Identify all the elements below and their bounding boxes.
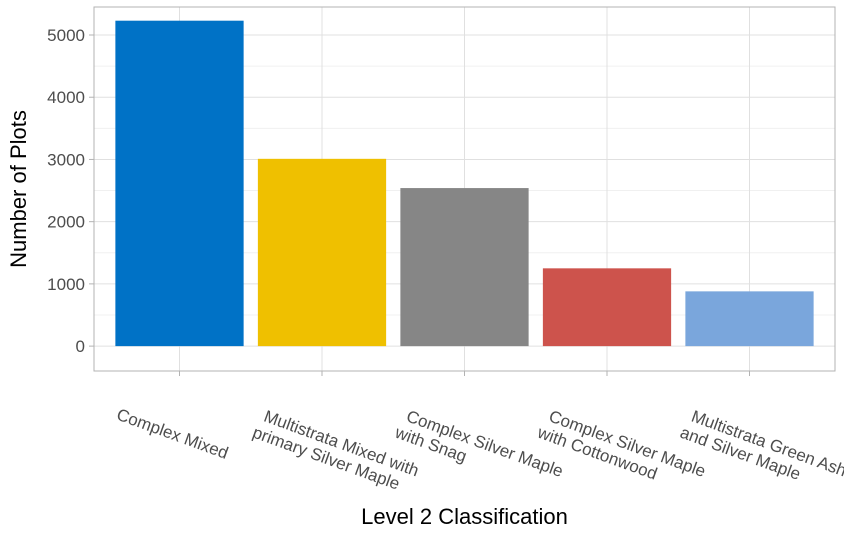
y-tick-label: 1000 [47,275,85,294]
x-axis-ticks: Complex Mixed Multistrata Mixed withprima… [114,371,844,499]
y-tick-label: 5000 [47,26,85,45]
bar [685,291,814,347]
x-tick-label: Complex Silver Maplewith Snag [392,405,566,499]
bar [115,20,244,347]
bar [542,268,672,347]
y-tick-label: 3000 [47,150,85,169]
bar [400,188,529,347]
y-axis-title: Number of Plots [6,110,31,268]
x-tick-label: Multistrata Mixed withprimary Silver Map… [250,405,421,498]
y-axis-ticks: 0 1000 2000 3000 4000 5000 [47,26,94,356]
y-tick-label: 2000 [47,213,85,232]
x-tick-label: Multistrata Green Ashand Silver Maple [678,405,844,498]
x-axis-title: Level 2 Classification [361,504,568,529]
y-tick-label: 0 [76,337,85,356]
bar [257,158,387,347]
y-tick-label: 4000 [47,88,85,107]
x-tick-label: Complex Silver Maplewith Cottonwood [534,405,708,499]
bars [115,20,814,347]
x-tick-label: Complex Mixed [114,405,231,463]
